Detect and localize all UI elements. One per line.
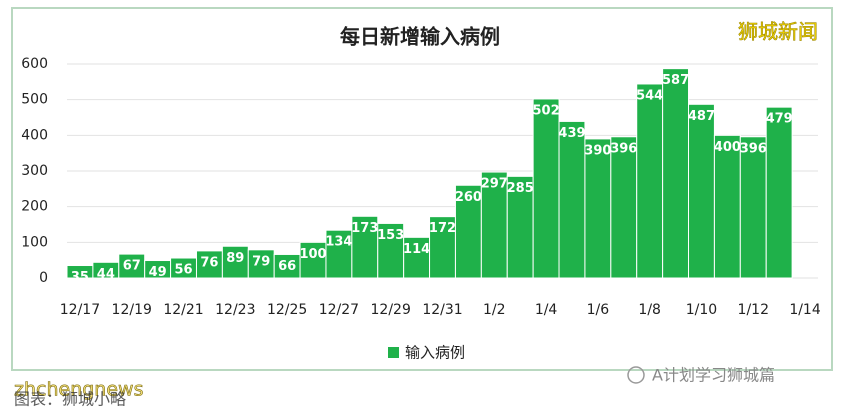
x-tick-label: 12/23 [215,302,255,318]
x-tick-label: 12/17 [60,302,100,318]
x-tick-label: 1/4 [535,302,558,318]
data-label: 89 [226,251,244,266]
y-tick-label: 600 [21,56,48,72]
bar [558,120,586,279]
x-tick-label: 12/27 [319,302,359,318]
bar [739,136,767,279]
watermark: zhchengnews [14,379,143,401]
legend-label: 输入病例 [405,344,465,362]
data-label: 56 [174,263,192,278]
data-label: 114 [403,242,430,257]
data-label: 285 [507,181,534,196]
bar [636,83,664,279]
data-label: 297 [481,177,508,192]
data-label: 66 [278,259,296,274]
data-label: 153 [377,228,404,243]
data-label: 396 [740,141,767,156]
data-label: 487 [688,109,715,124]
y-tick-label: 200 [21,199,48,215]
wechat-icon [627,366,645,384]
data-label: 79 [252,254,270,269]
x-tick-label: 12/31 [422,302,462,318]
data-label: 76 [200,255,218,270]
bar [403,236,431,279]
x-tick-label: 12/21 [163,302,203,318]
data-label: 172 [429,221,456,236]
y-tick-label: 0 [39,270,48,286]
bar [584,138,612,279]
data-label: 479 [766,112,793,127]
x-tick-label: 1/2 [483,302,506,318]
bar [688,103,715,279]
x-tick-label: 12/19 [112,302,152,318]
bar [662,68,690,279]
bar [610,136,638,279]
bar [429,216,456,279]
x-tick-label: 1/8 [638,302,661,318]
bar [454,184,482,279]
data-label: 400 [714,140,741,155]
data-label: 67 [123,259,141,274]
data-label: 49 [149,265,167,280]
data-label: 390 [584,143,611,158]
x-tick-label: 1/12 [738,302,769,318]
data-label: 173 [351,221,378,236]
data-label: 35 [71,270,89,285]
x-tick-label: 1/10 [686,302,717,318]
bar [765,106,793,279]
data-label: 100 [299,247,326,262]
source-note: 图表：狮城小略 [14,390,126,409]
data-label: 44 [97,267,115,282]
legend-swatch [388,347,399,358]
data-label: 439 [558,126,585,141]
bar [713,134,741,279]
y-tick-label: 300 [21,163,48,179]
data-label: 260 [455,190,482,205]
bar [351,215,379,279]
bar [532,98,560,279]
data-label: 134 [325,235,352,250]
x-tick-label: 12/29 [371,302,411,318]
bar [506,175,534,279]
data-label: 544 [636,88,663,103]
x-tick-label: 1/6 [587,302,610,318]
x-tick-label: 12/25 [267,302,307,318]
bar [247,249,275,279]
data-label: 502 [533,103,560,118]
bar [377,222,405,279]
bar [480,171,508,279]
bar [325,229,353,279]
y-tick-label: 500 [21,92,48,108]
y-tick-label: 400 [21,127,48,143]
watermark: 狮城新闻 [738,20,818,44]
account-name: A计划学习狮城篇 [652,366,775,385]
chart-title: 每日新增输入病例 [340,25,500,49]
data-label: 587 [662,73,689,88]
x-tick-label: 1/14 [789,302,821,318]
data-label: 396 [610,141,637,156]
y-tick-label: 100 [21,234,48,250]
bar [195,250,223,279]
